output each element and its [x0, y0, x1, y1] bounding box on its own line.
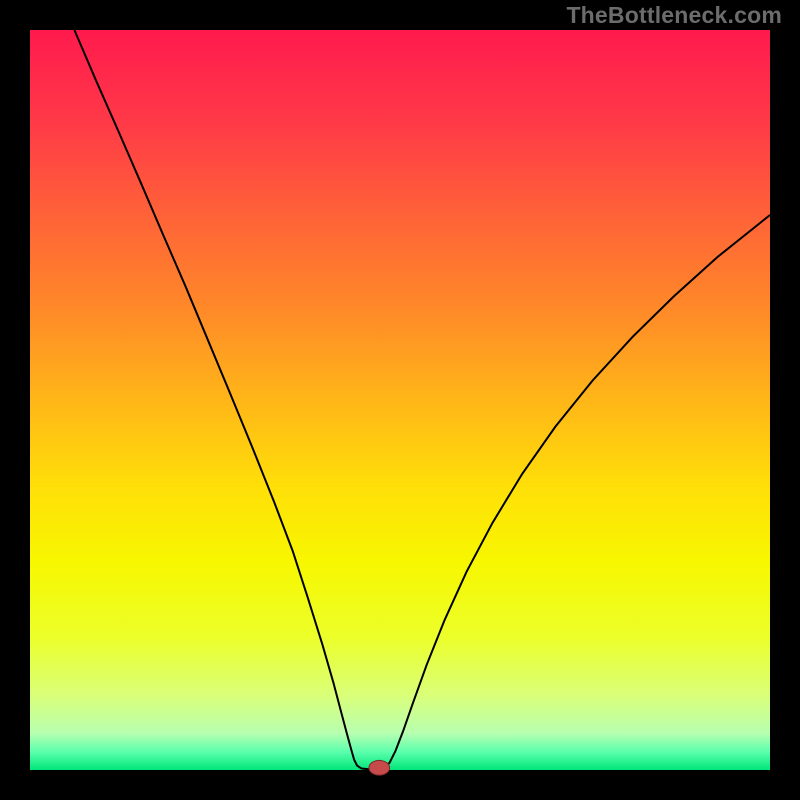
watermark-text: TheBottleneck.com	[566, 2, 782, 29]
plot-background	[30, 30, 770, 770]
bottleneck-chart	[0, 0, 800, 800]
optimum-marker	[369, 760, 390, 775]
